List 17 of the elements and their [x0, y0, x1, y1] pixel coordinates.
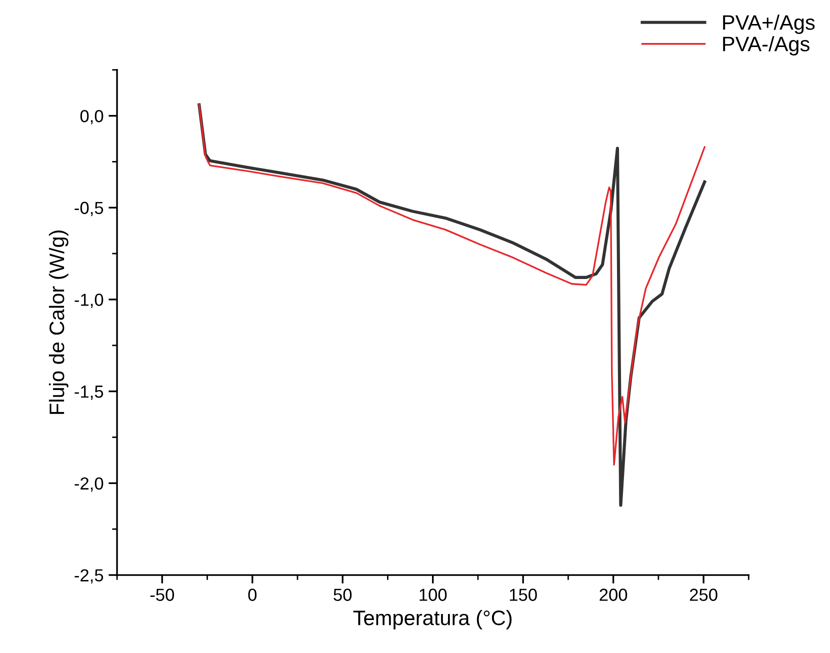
x-tick-label: 50	[334, 588, 352, 601]
x-axis-title: Temperatura (°C)	[353, 610, 512, 630]
y-tick-label: -1,0	[74, 294, 104, 308]
y-tick-label: -2,5	[74, 569, 104, 584]
y-tick-label: -1,5	[74, 386, 104, 400]
x-tick-label: 150	[510, 588, 537, 601]
x-tick-label: -50	[150, 588, 174, 601]
x-tick-label: 0	[248, 588, 257, 601]
y-tick-label: -0,5	[74, 202, 104, 216]
x-tick-label: 200	[600, 588, 628, 601]
legend-label: PVA-/Ags	[723, 36, 810, 56]
x-tick-label: 100	[420, 588, 447, 601]
y-axis-title: Flujo de Calor (W/g)	[48, 230, 68, 414]
y-tick-label: 0,0	[80, 110, 104, 124]
legend-label: PVA+/Ags	[723, 14, 815, 34]
x-tick-label: 250	[690, 588, 718, 601]
y-tick-label: -2,0	[74, 477, 104, 492]
